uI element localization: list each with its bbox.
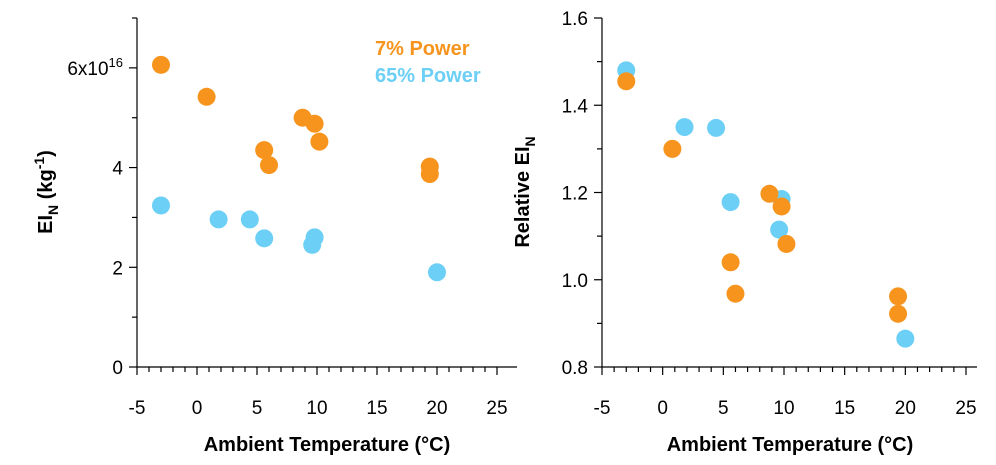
x-tick-label: 20	[895, 398, 916, 419]
x-tick-label: -5	[594, 398, 611, 419]
data-point	[675, 118, 694, 137]
y-tick-label: 0	[112, 358, 123, 379]
y-tick-label: 0.8	[562, 358, 588, 379]
data-point	[209, 210, 228, 229]
data-point	[305, 228, 324, 247]
x-tick-label: 0	[657, 398, 668, 419]
left-y-title-unit: (kg	[35, 169, 57, 205]
x-tick-label: 10	[306, 398, 327, 419]
legend: 7% Power 65% Power	[375, 38, 481, 87]
legend-label-7-power: 7% Power	[375, 38, 470, 60]
data-point	[889, 287, 908, 306]
x-tick-label: 0	[192, 398, 203, 419]
right-x-axis-title: Ambient Temperature (°C)	[667, 434, 914, 456]
right-y-ticks: 0.8 1.0 1.2 1.4 1.6	[562, 9, 602, 379]
data-point	[760, 184, 779, 203]
y-tick-label: 4	[112, 159, 123, 180]
data-point	[772, 197, 791, 216]
left-y-title-main: EI	[35, 215, 57, 234]
x-tick-label: 10	[773, 398, 794, 419]
data-point	[663, 139, 682, 158]
left-y-title-sub: N	[45, 205, 61, 215]
right-data-points	[617, 61, 915, 348]
data-point	[721, 253, 740, 272]
x-tick-label: 25	[486, 398, 507, 419]
right-y-axis-title: Relative EIN	[512, 136, 538, 247]
x-tick-label: 25	[955, 398, 976, 419]
data-point	[305, 114, 324, 133]
right-panel: 0.8 1.0 1.2 1.4 1.6 -5 0 5 10 15 20 25 Ambient Tem…	[512, 9, 977, 456]
data-point	[770, 220, 789, 239]
y-tick-label: 1.2	[562, 184, 588, 205]
y-tick-label: 1.4	[562, 96, 589, 117]
right-y-title-sub: N	[522, 136, 538, 146]
data-point	[420, 165, 439, 184]
y-tick-label: 6x1016	[67, 55, 123, 80]
y-tick-label: 1.6	[562, 9, 588, 30]
x-tick-label: 15	[366, 398, 387, 419]
data-point	[197, 87, 216, 106]
left-data-points	[152, 55, 446, 282]
data-point	[260, 156, 278, 175]
data-point	[617, 72, 636, 91]
data-point	[428, 263, 446, 282]
data-point	[152, 196, 170, 215]
data-point	[255, 141, 274, 160]
left-y-ticks: 0 2 4 6x1016	[67, 17, 137, 379]
left-panel: 0 2 4 6x1016 -5 0 5 10 15 20 25 Ambient Temperatu…	[31, 17, 517, 456]
y-tick-label: 2	[112, 258, 123, 279]
left-x-ticks: -5 0 5 10 15 20 25	[129, 367, 508, 419]
legend-label-65-power: 65% Power	[375, 65, 481, 87]
data-point	[896, 329, 915, 348]
left-y-axis-title: EIN (kg-1)	[31, 150, 61, 234]
data-point	[152, 55, 170, 74]
data-point	[310, 132, 329, 151]
y-tick-exponent: 16	[109, 55, 123, 70]
data-point	[721, 193, 740, 212]
left-y-title-unit-close: )	[35, 150, 57, 157]
data-point	[255, 229, 274, 248]
left-y-title-unit-sup: -1	[31, 157, 47, 170]
x-tick-label: -5	[129, 398, 146, 419]
data-point	[889, 304, 908, 323]
y-tick-label: 1.0	[562, 271, 588, 292]
x-tick-label: 15	[834, 398, 855, 419]
data-point	[726, 284, 745, 303]
right-x-ticks: -5 0 5 10 15 20 25	[594, 367, 977, 419]
x-tick-label: 20	[426, 398, 447, 419]
right-y-title-main: Relative EI	[512, 146, 534, 247]
left-x-axis-title: Ambient Temperature (°C)	[204, 434, 451, 456]
data-point	[777, 234, 796, 253]
x-tick-label: 5	[252, 398, 263, 419]
data-point	[240, 210, 259, 229]
data-point	[707, 118, 726, 137]
x-tick-label: 5	[718, 398, 729, 419]
